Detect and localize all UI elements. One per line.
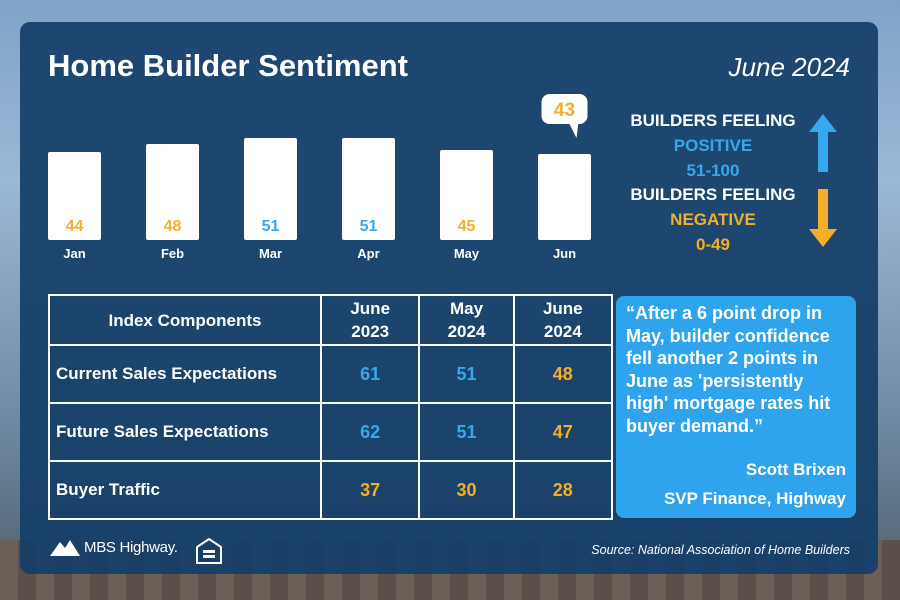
chart-bar-jan: [48, 152, 101, 240]
data-label-mar: 51: [262, 218, 280, 235]
table-cell: 28: [512, 460, 614, 520]
chart-bar-jun: [538, 154, 591, 240]
table-cell: 47: [512, 402, 614, 462]
row-label: Future Sales Expectations: [48, 402, 322, 462]
date-label: June 2024: [728, 52, 850, 82]
index-components-table: Index Components June 2023 May 2024 June…: [48, 294, 614, 520]
infographic-panel: Home Builder Sentiment June 2024 44 Jan 48…: [20, 22, 878, 574]
arrow-down-icon: [809, 189, 837, 247]
chart-bar-may: [440, 150, 493, 240]
data-label-may: 45: [458, 218, 476, 235]
table-cell: 48: [512, 344, 614, 404]
data-label-jun: 43: [554, 100, 575, 121]
table-header-row: Index Components June 2023 May 2024 June…: [48, 294, 614, 346]
table-header-may-2024: May 2024: [418, 294, 515, 346]
legend-positive-line3: 51-100: [686, 161, 740, 180]
bar-chart: 44 Jan 48 Feb 51 Mar 51 Apr 45 May 43 Jun: [48, 94, 591, 261]
table-row: Future Sales Expectations 62 51 47: [48, 402, 614, 462]
quote-author: Scott Brixen: [745, 460, 846, 479]
row-label: Current Sales Expectations: [48, 344, 322, 404]
page-title: Home Builder Sentiment: [48, 48, 408, 83]
x-tick-label-apr: Apr: [357, 246, 379, 261]
quote-text: “After a 6 point drop in May, builder co…: [626, 303, 831, 436]
row-label: Buyer Traffic: [48, 460, 322, 520]
data-label-jan: 44: [66, 218, 84, 235]
mbs-highway-logo: MBS Highway.: [50, 538, 178, 556]
table-header-june-2024: June 2024: [512, 294, 614, 346]
equal-housing-opportunity-icon: [196, 538, 222, 564]
chart-bar-feb: [146, 144, 199, 240]
legend-negative-line1: BUILDERS FEELING: [630, 185, 796, 204]
table-cell: 61: [319, 344, 421, 404]
mountain-logo-icon: [50, 540, 80, 556]
table-cell: 37: [319, 460, 421, 520]
data-label-apr: 51: [360, 218, 378, 235]
quote-box: “After a 6 point drop in May, builder co…: [616, 296, 856, 518]
legend-negative-line3: 0-49: [695, 235, 731, 254]
highlight-callout: [541, 94, 588, 138]
table-cell: 62: [319, 402, 421, 462]
table-header-components: Index Components: [48, 294, 322, 346]
arrow-up-icon: [809, 114, 837, 172]
x-tick-label-may: May: [454, 246, 480, 261]
table-cell: 51: [418, 344, 515, 404]
source-note: Source: National Association of Home Bui…: [591, 543, 850, 557]
x-tick-label-jan: Jan: [63, 246, 85, 261]
legend-negative: BUILDERS FEELING NEGATIVE 0-49: [628, 182, 798, 257]
x-tick-label-feb: Feb: [161, 246, 184, 261]
chart-bar-mar: [244, 138, 297, 240]
x-tick-label-jun: Jun: [553, 246, 576, 261]
x-tick-label-mar: Mar: [259, 246, 282, 261]
chart-bar-apr: [342, 138, 395, 240]
legend-negative-line2: NEGATIVE: [670, 210, 756, 229]
table-header-june-2023: June 2023: [319, 294, 421, 346]
data-label-feb: 48: [164, 218, 182, 235]
legend-positive: BUILDERS FEELING POSITIVE 51-100: [628, 108, 798, 183]
legend-positive-line1: BUILDERS FEELING: [630, 111, 796, 130]
logo-text: MBS Highway.: [84, 538, 178, 556]
quote-author-title: SVP Finance, Highway: [663, 489, 846, 508]
table-row: Current Sales Expectations 61 51 48: [48, 344, 614, 404]
table-row: Buyer Traffic 37 30 28: [48, 460, 614, 520]
table-cell: 30: [418, 460, 515, 520]
table-cell: 51: [418, 402, 515, 462]
legend-positive-line2: POSITIVE: [673, 136, 753, 155]
